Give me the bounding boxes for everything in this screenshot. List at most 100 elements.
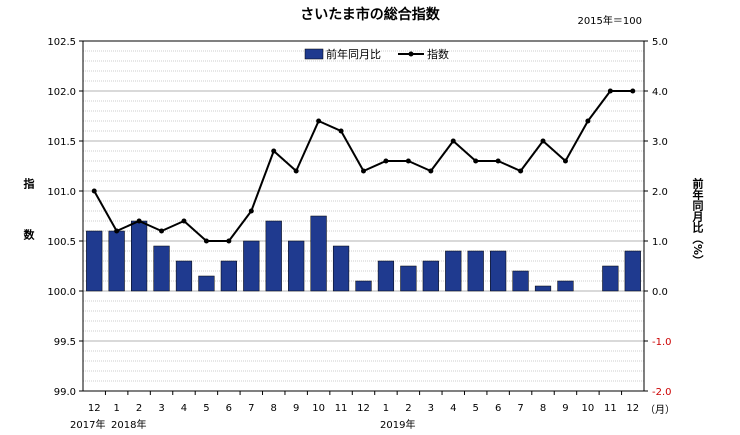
- line-point: [91, 188, 97, 194]
- bar: [400, 265, 417, 292]
- line-point: [473, 158, 479, 164]
- plot-frame: [82, 40, 645, 392]
- bar: [198, 275, 215, 292]
- x-tick-label: 3: [158, 403, 164, 414]
- bar: [602, 265, 619, 292]
- x-tick-label: 6: [495, 403, 501, 414]
- legend-bar-swatch: [304, 48, 324, 60]
- x-tick-label: 2: [405, 403, 411, 414]
- line-point: [203, 238, 209, 244]
- x-tick-label: 1: [383, 403, 389, 414]
- line-point: [114, 228, 120, 234]
- right-tick-label: 5.0: [652, 37, 668, 48]
- x-axis-unit: （月）: [645, 404, 675, 416]
- left-tick-label: 101.5: [47, 137, 76, 148]
- bar-series: [86, 215, 641, 292]
- x-tick-label: 3: [428, 403, 434, 414]
- bar: [332, 245, 350, 292]
- right-tick-label: -1.0: [652, 337, 672, 348]
- bar: [377, 260, 395, 292]
- x-tick-label: 9: [293, 403, 299, 414]
- line-point: [248, 208, 254, 214]
- line-point: [630, 88, 636, 94]
- left-tick-label: 100.0: [47, 287, 76, 298]
- bar: [153, 245, 170, 292]
- x-tick-label: 4: [450, 403, 456, 414]
- x-tick-label: 11: [604, 403, 617, 414]
- line-point: [293, 168, 299, 174]
- bar: [108, 230, 125, 292]
- line-series: [91, 88, 636, 244]
- chart-title: さいたま市の総合指数: [300, 6, 441, 23]
- bar: [422, 260, 439, 292]
- line-point: [540, 138, 546, 144]
- gridlines: [83, 50, 644, 382]
- line-point: [585, 118, 591, 124]
- line-point: [518, 168, 524, 174]
- x-tick-label: 6: [226, 403, 232, 414]
- right-tick-label: 1.0: [652, 237, 668, 248]
- x-tick-label: 7: [248, 403, 254, 414]
- bar: [288, 240, 305, 292]
- bar: [310, 215, 327, 292]
- bar: [445, 250, 462, 292]
- x-tick-label: 5: [203, 403, 209, 414]
- left-axis-title: 指数: [22, 178, 35, 280]
- right-tick-label: -2.0: [652, 387, 672, 398]
- line-point: [607, 88, 613, 94]
- left-tick-label: 102.5: [47, 37, 76, 48]
- line-point: [338, 128, 344, 134]
- line-point: [361, 168, 366, 174]
- left-tick-label: 99.0: [54, 387, 76, 398]
- x-tick-label: 12: [626, 403, 639, 414]
- bar: [175, 260, 193, 292]
- index-line: [93, 90, 633, 242]
- bar: [534, 285, 552, 292]
- bar: [243, 240, 260, 292]
- left-tick-label: 99.5: [54, 337, 76, 348]
- left-tick-label: 100.5: [47, 237, 76, 248]
- line-point: [450, 138, 456, 144]
- legend-line-label: 指数: [427, 47, 449, 61]
- right-tick-label: 2.0: [652, 187, 668, 198]
- bar: [130, 220, 148, 292]
- x-tick-label: 8: [271, 403, 277, 414]
- line-point: [405, 158, 411, 164]
- bar: [512, 270, 529, 292]
- left-tick-label: 101.0: [47, 187, 76, 198]
- x-tick-label: 12: [357, 403, 370, 414]
- right-tick-label: 4.0: [652, 87, 668, 98]
- left-tick-label: 102.0: [47, 87, 76, 98]
- x-axis-ticks: 12 1 2 3 4 5 6 7 8 9 10 11 12 1 2 3 4 5 6 7 8 9 10 11 12: [88, 391, 639, 414]
- bar: [220, 260, 237, 292]
- right-tick-label: 3.0: [652, 137, 668, 148]
- line-point: [181, 218, 187, 224]
- base-note: 2015年＝100: [577, 14, 642, 27]
- legend-line-marker: [408, 51, 414, 57]
- x-tick-label: 7: [517, 403, 523, 414]
- x-tick-label: 2: [136, 403, 142, 414]
- x-tick-label: 10: [582, 403, 595, 414]
- line-point: [159, 228, 165, 234]
- line-point: [316, 118, 322, 124]
- line-point: [495, 158, 501, 164]
- year-label-2019: 2019年: [380, 418, 415, 431]
- bar: [265, 220, 282, 292]
- year-label-2018: 2018年: [111, 418, 146, 431]
- line-point: [271, 148, 277, 154]
- x-tick-label: 5: [473, 403, 479, 414]
- x-tick-label: 11: [335, 403, 348, 414]
- line-point: [136, 218, 142, 224]
- line-point: [562, 158, 568, 164]
- left-axis-ticks: 99.0 99.5 100.0 100.5 101.0 101.5 102.0 102.5: [47, 37, 83, 398]
- bar: [490, 250, 507, 292]
- x-tick-label: 4: [181, 403, 187, 414]
- line-point: [226, 238, 232, 244]
- bar: [355, 280, 372, 292]
- x-tick-label: 1: [113, 403, 119, 414]
- x-tick-label: 12: [88, 403, 101, 414]
- line-point: [383, 158, 389, 164]
- bar: [86, 230, 103, 292]
- year-label-2017: 2017年: [70, 418, 105, 431]
- legend: 前年同月比 指数: [304, 47, 449, 61]
